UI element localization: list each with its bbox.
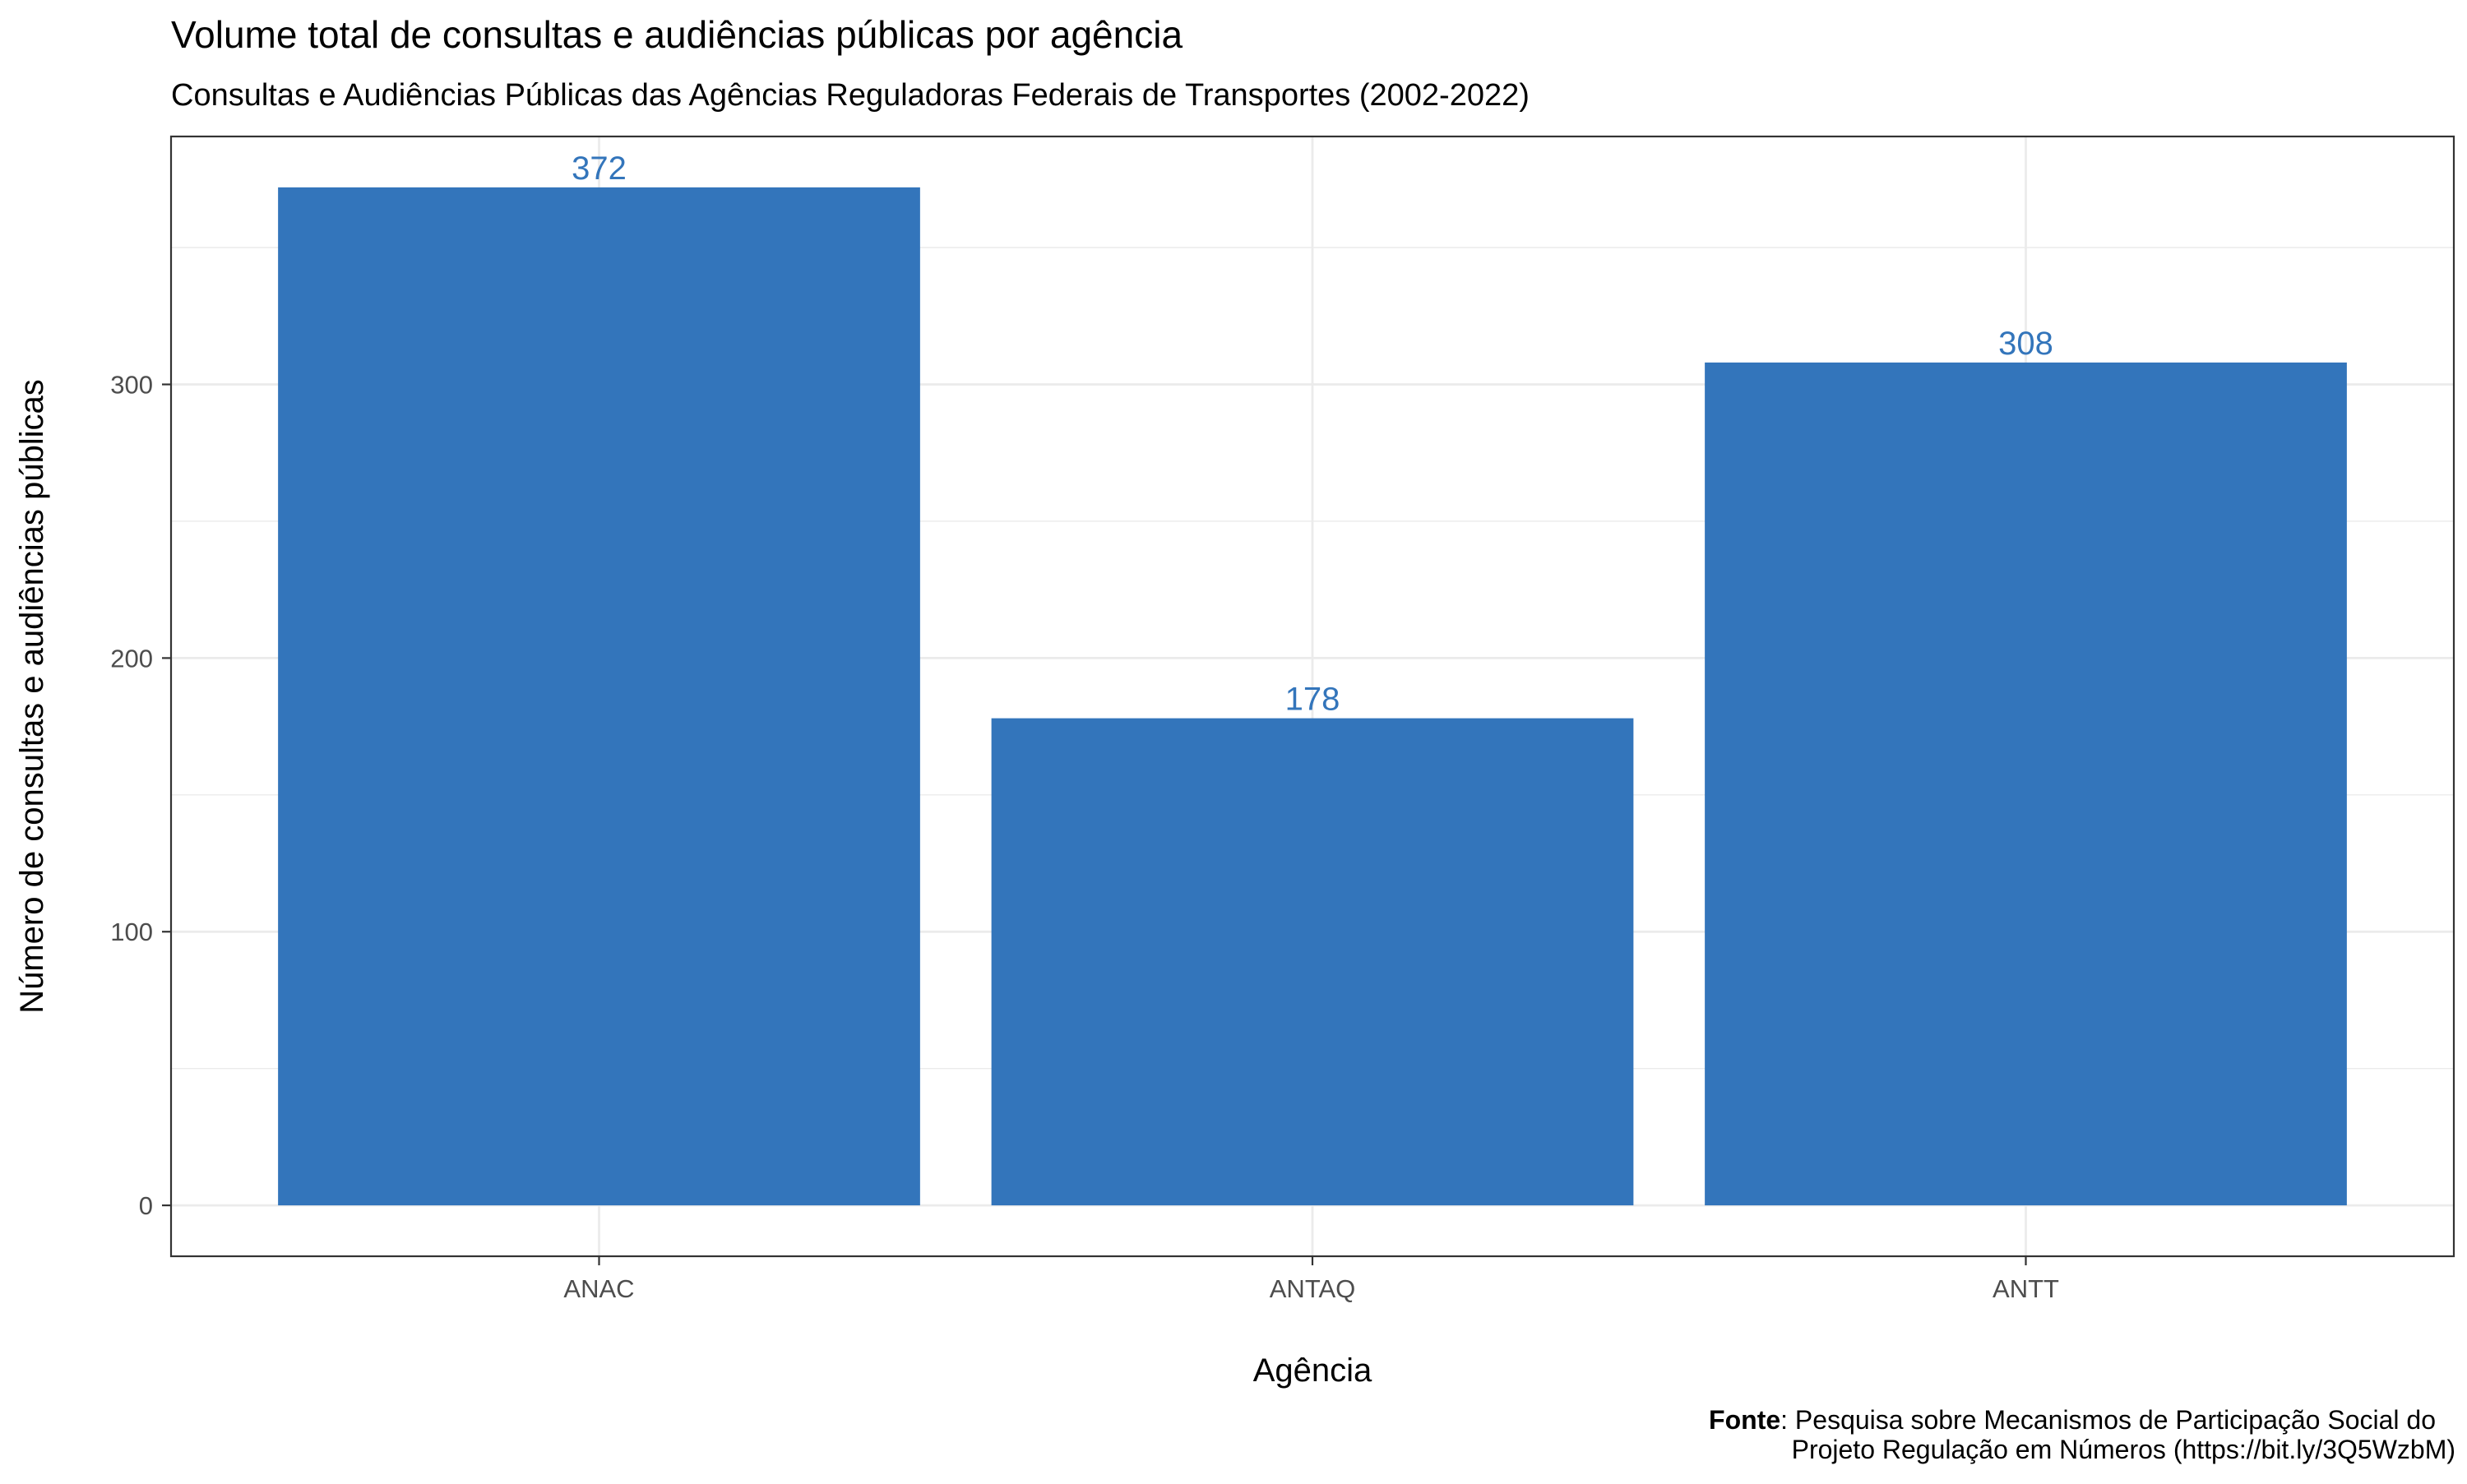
caption-source-text: : Pesquisa sobre Mecanismos de Participa… [1780,1405,2436,1435]
caption-source-label: Fonte [1709,1405,1780,1435]
y-tick-label: 200 [110,644,153,673]
y-axis-title: Número de consultas e audiências pública… [14,379,50,1014]
x-axis: ANAC ANTAQ ANTT [563,1256,2059,1303]
bar-antaq [991,718,1634,1206]
x-axis-title: Agência [1253,1352,1372,1389]
y-tick-label: 100 [110,918,153,946]
caption-source-line-2: Projeto Regulação em Números (https://bi… [1792,1435,2455,1464]
y-tick-label: 0 [139,1191,153,1220]
caption-source-line-1: Fonte: Pesquisa sobre Mecanismos de Part… [1709,1405,2436,1435]
bar-value-label: 372 [572,150,627,187]
chart-subtitle: Consultas e Audiências Públicas das Agên… [171,78,1530,113]
bar-value-labels: 372 178 308 [572,150,2053,718]
x-tick-label: ANTT [1993,1274,2059,1303]
y-tick-label: 300 [110,371,153,400]
bar-value-label: 308 [1998,326,2053,362]
bar-value-label: 178 [1285,682,1340,718]
x-tick-label: ANAC [563,1274,634,1303]
bar-antt [1705,362,2347,1206]
x-tick-label: ANTAQ [1270,1274,1356,1303]
bar-anac [278,187,920,1206]
y-axis: 0 100 200 300 [110,371,171,1220]
bars [278,187,2347,1206]
chart-title: Volume total de consultas e audiências p… [171,13,1183,56]
